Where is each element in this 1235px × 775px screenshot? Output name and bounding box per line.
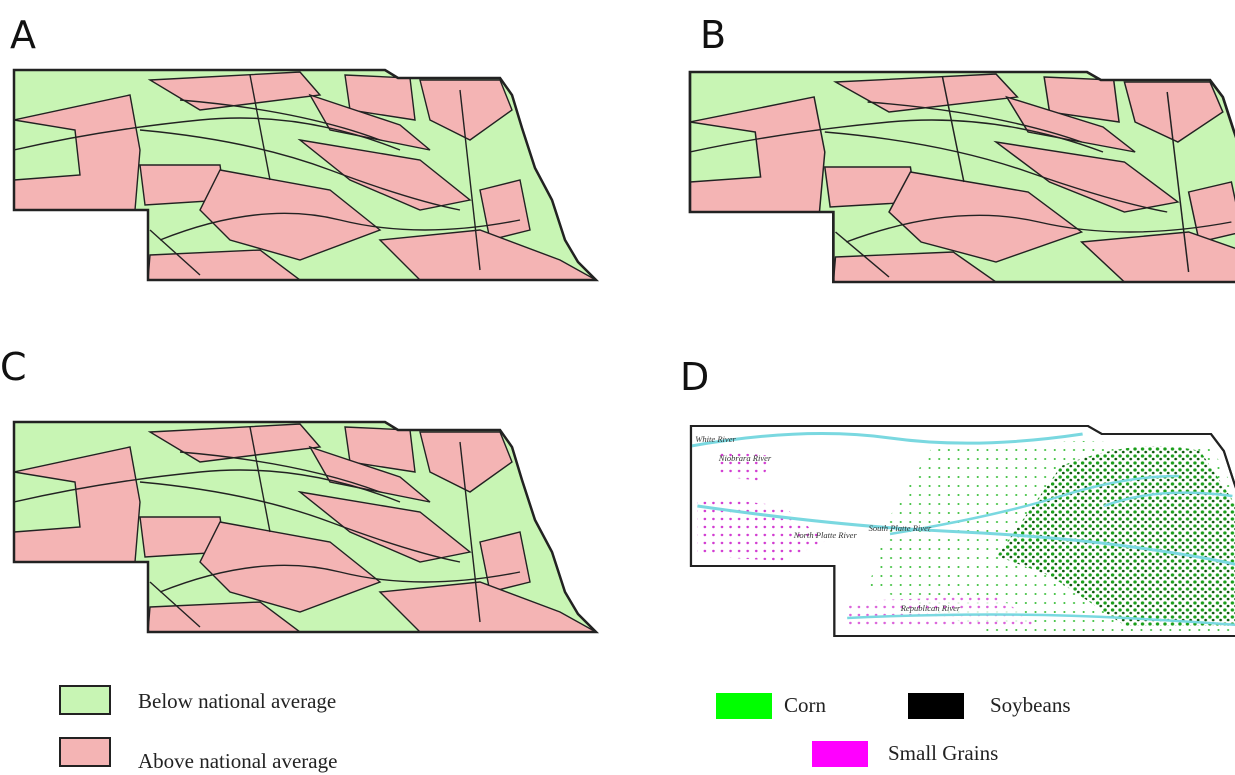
legend-swatch	[60, 738, 110, 766]
crop-legend: Corn Soybeans Small Grains	[716, 693, 1071, 767]
legend: Below national average Above national av…	[60, 686, 337, 773]
river-label: Republican River	[900, 604, 961, 613]
map-a	[14, 70, 596, 280]
legend-swatch	[908, 693, 964, 719]
legend-label: Small Grains	[888, 741, 998, 765]
legend-swatch	[812, 741, 868, 767]
legend-swatch	[60, 686, 110, 714]
map-b	[690, 72, 1235, 282]
map-c	[14, 422, 596, 632]
legend-label: Below national average	[138, 689, 336, 713]
river-label: Niobrara River	[718, 454, 772, 463]
panel-label: A	[10, 13, 36, 57]
legend-label: Soybeans	[990, 693, 1071, 717]
river-label: North Platte River	[793, 531, 858, 540]
figure: A B C D White River Niobrara River North…	[0, 0, 1235, 775]
map-d: White River Niobrara River North Platte …	[691, 426, 1235, 636]
river-label: South Platte River	[869, 524, 932, 533]
map-panels: A B C D White River Niobrara River North…	[0, 13, 1235, 636]
river-label: White River	[695, 435, 736, 444]
legend-label: Above national average	[138, 749, 337, 773]
panel-label: D	[680, 355, 709, 399]
panel-label: B	[700, 13, 726, 57]
panel-label: C	[0, 345, 27, 389]
legend-swatch	[716, 693, 772, 719]
legend-label: Corn	[784, 693, 827, 717]
